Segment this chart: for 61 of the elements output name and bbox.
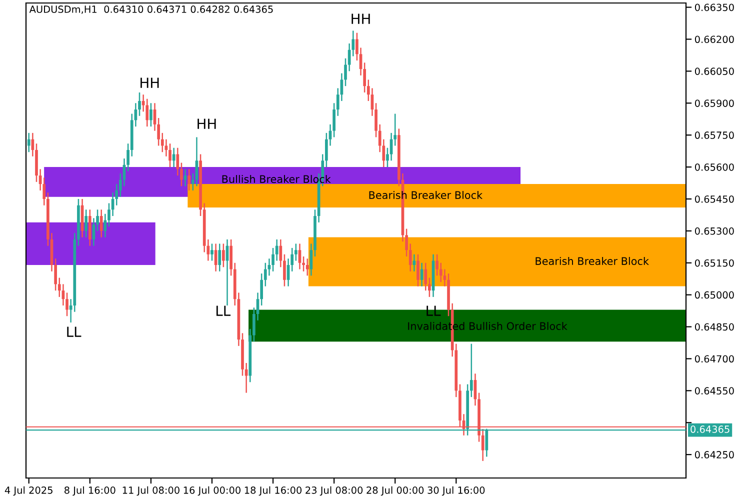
candlestick (184, 168, 187, 187)
y-tick-label: 0.65600 (694, 163, 734, 171)
candlestick (306, 258, 309, 276)
candlestick (104, 213, 107, 238)
candlestick (428, 277, 431, 298)
candlestick (218, 243, 222, 272)
candlestick (146, 98, 149, 128)
annotation: HH (140, 78, 159, 88)
candlestick (188, 168, 191, 192)
x-tick-label: 18 Jul 16:00 (244, 486, 302, 496)
candlestick (222, 243, 225, 268)
candlestick (84, 208, 88, 238)
annotation: Bearish Breaker Block (536, 256, 649, 266)
y-tick-label: 0.64250 (694, 451, 734, 458)
x-tick-label: 11 Jul 08:00 (122, 486, 180, 496)
y-tick-label: 0.66050 (694, 68, 734, 75)
annotation: LL (67, 326, 82, 337)
candlestick (412, 254, 416, 272)
x-tick-label: 23 Jul 08:00 (306, 486, 363, 496)
candlestick (424, 262, 428, 292)
candlestick (210, 243, 214, 262)
candlestick (436, 254, 438, 276)
candlestick (164, 138, 168, 157)
x-tick-label: 28 Jul 00:00 (366, 486, 424, 496)
y-tick-label: 0.65900 (694, 100, 734, 107)
x-tick-label: 8 Jul 16:00 (64, 486, 116, 496)
ref-line-label: 0.64365 (690, 426, 730, 433)
candlestick (160, 132, 164, 153)
candlestick (470, 343, 473, 398)
x-tick-label: 30 Jul 16:00 (428, 486, 485, 496)
candlestick (439, 262, 442, 283)
candlestick (150, 102, 152, 128)
candlestick (88, 208, 92, 246)
y-tick-label: 0.65750 (694, 132, 734, 139)
y-tick-label: 0.65150 (694, 259, 734, 267)
candlestick (268, 258, 271, 276)
y-tick-label: 0.64700 (694, 355, 734, 363)
chart-title: AUDUSDm,H1 0.64310 0.64371 0.64282 0.64365 (29, 6, 273, 14)
candlestick (168, 142, 172, 168)
y-tick-label: 0.65000 (694, 291, 734, 299)
candlestick (100, 208, 103, 238)
annotation: LL (216, 306, 231, 316)
candlestick (416, 254, 420, 287)
candlestick (275, 238, 278, 262)
candlestick (27, 132, 30, 153)
y-tick-label: 0.66350 (694, 4, 734, 12)
y-tick-label: 0.66200 (694, 36, 734, 44)
y-tick-label: 0.64550 (694, 387, 734, 394)
y-tick-label: 0.65450 (694, 195, 734, 203)
annotation: Bearish Breaker Block (369, 190, 483, 200)
candlestick (264, 262, 267, 287)
annotation: HH (352, 14, 370, 24)
annotation: Bullish Breaker Block (222, 174, 331, 184)
x-tick-label: 16 Jul 00:00 (184, 486, 240, 496)
annotation: HH (198, 118, 216, 129)
x-tick-label: 4 Jul 2025 (4, 486, 52, 496)
y-tick-label: 0.64850 (694, 323, 734, 331)
candlestick (294, 243, 298, 262)
y-tick-label: 0.65300 (694, 227, 734, 235)
candlestick (172, 147, 176, 168)
candlestick (176, 147, 180, 176)
